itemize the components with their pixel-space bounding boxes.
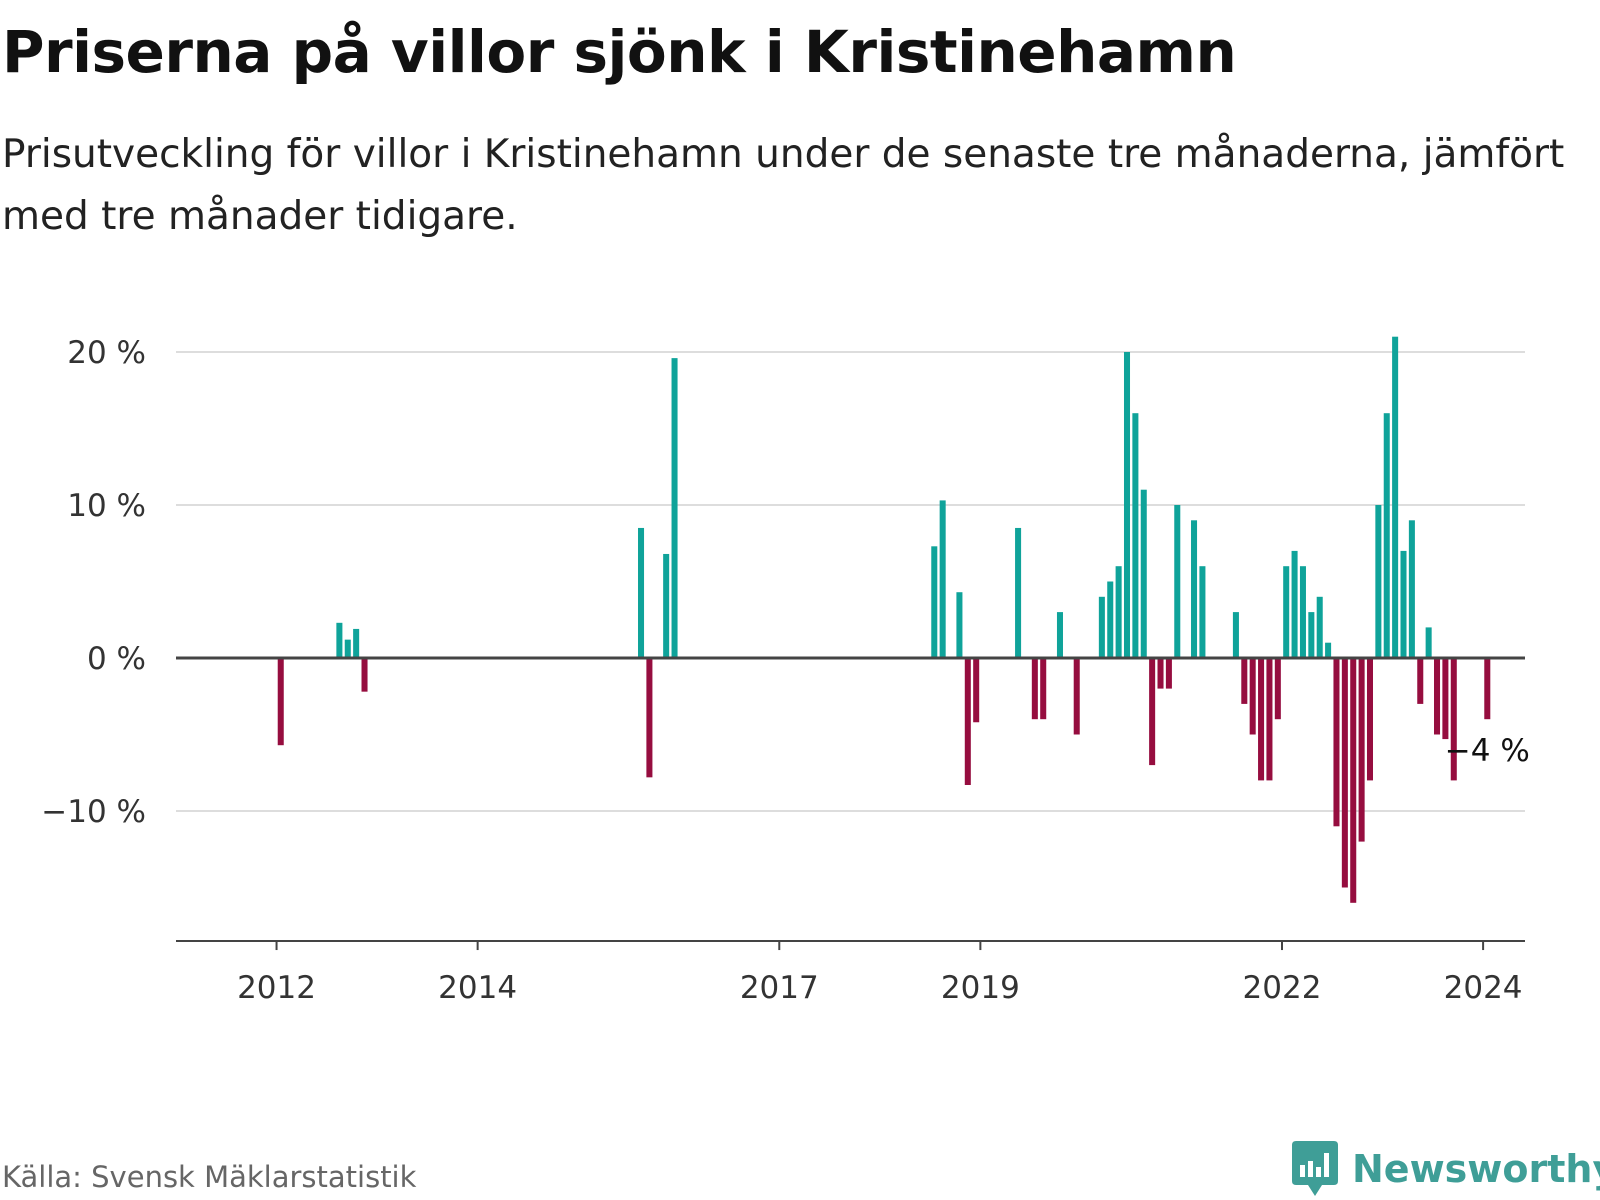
bar bbox=[1425, 627, 1432, 658]
bar bbox=[361, 658, 368, 692]
y-tick-label: 0 % bbox=[87, 641, 146, 677]
x-tick-label: 2012 bbox=[237, 970, 316, 1006]
bar bbox=[663, 553, 670, 658]
bar bbox=[1073, 658, 1080, 735]
bar bbox=[1291, 550, 1298, 658]
bar bbox=[931, 546, 938, 658]
bar bbox=[1450, 658, 1457, 781]
bar bbox=[353, 628, 360, 658]
bar bbox=[1308, 612, 1315, 658]
bar bbox=[1299, 566, 1306, 658]
bar bbox=[336, 622, 343, 658]
bar bbox=[1375, 505, 1382, 658]
bar bbox=[964, 658, 971, 785]
latest-value-label: −4 % bbox=[1445, 733, 1530, 769]
bar bbox=[1258, 658, 1265, 781]
bar bbox=[1015, 527, 1022, 658]
bar bbox=[956, 592, 963, 658]
bar bbox=[1333, 658, 1340, 827]
x-tick-label: 2019 bbox=[941, 970, 1020, 1006]
bar bbox=[1232, 612, 1239, 658]
bar bbox=[973, 658, 980, 723]
bar bbox=[1266, 658, 1273, 781]
bar bbox=[1366, 658, 1373, 781]
source-note: Källa: Svensk Mäklarstatistik bbox=[2, 1160, 417, 1194]
bar bbox=[1165, 658, 1172, 689]
bar bbox=[1123, 352, 1131, 658]
bar bbox=[638, 527, 645, 658]
bar bbox=[277, 658, 284, 746]
x-tick-label: 2022 bbox=[1243, 970, 1322, 1006]
bar bbox=[1140, 489, 1147, 658]
bar bbox=[1199, 566, 1206, 658]
bar bbox=[939, 500, 946, 658]
bar bbox=[1341, 658, 1348, 888]
bar bbox=[1098, 596, 1105, 658]
x-tick-label: 2014 bbox=[438, 970, 517, 1006]
bar bbox=[1417, 658, 1424, 704]
bar bbox=[1358, 658, 1365, 842]
bar bbox=[1040, 658, 1047, 720]
chart-title: Priserna på villor sjönk i Kristinehamn bbox=[2, 18, 1237, 86]
bar bbox=[1408, 520, 1415, 658]
bar bbox=[1274, 658, 1281, 720]
bar bbox=[1400, 550, 1407, 658]
bar bbox=[1241, 658, 1248, 704]
bar-chart: 20 % 10 % 0 % −10 % 2012 2014 2017 2019 2022 2024… bbox=[41, 335, 1530, 1006]
y-tick-label: 10 % bbox=[67, 488, 146, 524]
brand-name: Newsworthy bbox=[1352, 1147, 1600, 1191]
bar bbox=[1316, 596, 1323, 658]
bar bbox=[1157, 658, 1164, 689]
bar bbox=[1056, 612, 1063, 658]
bar bbox=[1031, 658, 1038, 720]
newsworthy-chart-icon bbox=[1292, 1141, 1338, 1196]
bar bbox=[1283, 566, 1290, 658]
bar bbox=[1132, 413, 1139, 658]
bar bbox=[1325, 642, 1332, 658]
bar bbox=[1442, 658, 1449, 740]
bar bbox=[1174, 505, 1181, 658]
bar bbox=[1383, 413, 1390, 658]
x-tick-label: 2024 bbox=[1444, 970, 1523, 1006]
bar bbox=[1191, 520, 1198, 658]
bar bbox=[1149, 658, 1156, 766]
bar bbox=[1434, 658, 1441, 735]
bar bbox=[1392, 336, 1399, 658]
bar bbox=[1350, 658, 1357, 903]
bar bbox=[646, 658, 653, 778]
x-tick-label: 2017 bbox=[740, 970, 819, 1006]
y-tick-label: −10 % bbox=[41, 794, 146, 830]
bar bbox=[1484, 658, 1491, 720]
y-tick-label: 20 % bbox=[67, 335, 146, 371]
brand-logo: Newsworthy bbox=[1292, 1140, 1600, 1198]
bar bbox=[671, 358, 678, 658]
bar bbox=[1249, 658, 1256, 735]
bar bbox=[1107, 581, 1114, 658]
bar bbox=[1115, 566, 1122, 658]
bar bbox=[344, 639, 351, 658]
chart-subtitle: Prisutveckling för villor i Kristinehamn… bbox=[2, 132, 1565, 239]
